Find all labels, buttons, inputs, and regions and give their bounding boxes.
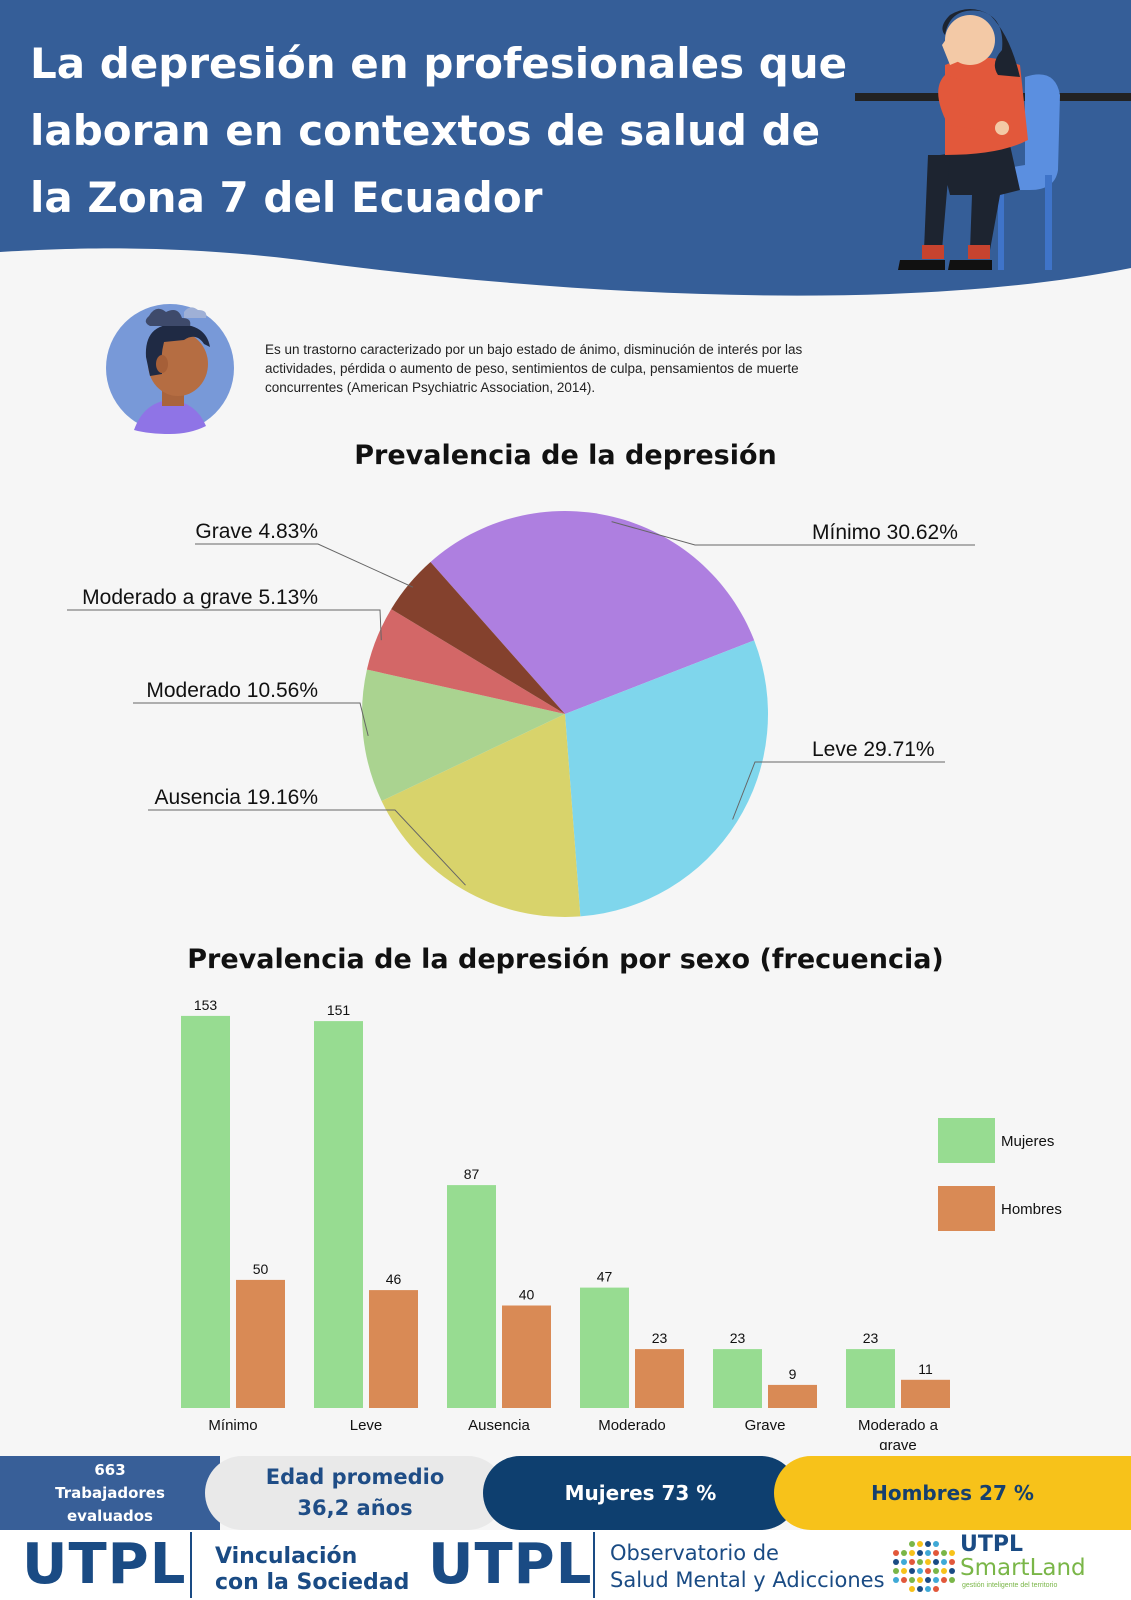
bar-mujeres (447, 1185, 496, 1408)
pie-leader-line (732, 761, 945, 820)
bar-value-label: 153 (194, 997, 218, 1013)
bar-hombres (236, 1279, 285, 1408)
pie-slice-leve (565, 640, 768, 917)
smartland-dots-icon (893, 1541, 955, 1592)
legend-swatch-hombres (938, 1186, 995, 1231)
bar-value-label: 87 (464, 1166, 480, 1182)
bar-value-label: 40 (519, 1287, 535, 1303)
observatorio-line1: Observatorio de (610, 1541, 779, 1565)
depressed-woman-illustration (855, 9, 1131, 270)
bar-chart-title: Prevalencia de la depresión por sexo (fr… (187, 944, 944, 975)
stressed-man-avatar (106, 304, 234, 434)
pie-label: Moderado 10.56% (146, 679, 318, 702)
bar-hombres (635, 1349, 684, 1408)
observatorio-line2: Salud Mental y Adicciones (610, 1568, 885, 1592)
pie-leader-line (67, 609, 382, 641)
bar-mujeres (713, 1349, 762, 1408)
bar-value-label: 23 (652, 1330, 668, 1346)
bar-value-label: 23 (730, 1330, 746, 1346)
category-label: Mínimo (208, 1417, 257, 1434)
header-banner (0, 0, 1131, 296)
pie-chart-title: Prevalencia de la depresión (354, 440, 777, 471)
bar-hombres (901, 1379, 950, 1408)
smartland-utpl: UTPL (960, 1532, 1024, 1557)
bar-value-label: 50 (253, 1261, 269, 1277)
page-title: La depresión en profesionales que labora… (30, 39, 848, 222)
workers-label-line1: Trabajadores (55, 1483, 165, 1502)
bar-mujeres (314, 1021, 363, 1408)
depression-definition: Es un trastorno caracterizado por un baj… (265, 342, 803, 395)
workers-label-line2: evaluados (67, 1506, 153, 1525)
category-label: Ausencia (468, 1417, 530, 1434)
pie-label: Leve 29.71% (812, 738, 935, 761)
average-age-value: 36,2 años (297, 1496, 413, 1520)
pie-leader-line (195, 543, 414, 588)
bar-value-label: 46 (386, 1271, 402, 1287)
category-label: grave (879, 1437, 917, 1450)
pie-slice-moderado-a-grave (366, 609, 565, 714)
bar-mujeres (580, 1287, 629, 1408)
average-age-stat: Edad promedio 36,2 años (205, 1456, 505, 1530)
pie-leader-line (133, 702, 369, 737)
pie-slice-minimo (430, 511, 755, 714)
pie-label: Moderado a grave 5.13% (82, 586, 318, 609)
pie-slice-grave (391, 561, 565, 714)
bar-mujeres (181, 1015, 230, 1408)
smartland-tagline: gestión inteligente del territorio (962, 1582, 1058, 1589)
legend-label: Hombres (1001, 1201, 1062, 1218)
logo-separator (190, 1532, 192, 1598)
pie-leader-line (148, 809, 466, 886)
category-label: Moderado (598, 1417, 666, 1434)
pie-chart: Mínimo 30.62% Leve 29.71% Ausencia 19.16% M… (67, 511, 975, 918)
pie-slice-moderado (362, 669, 565, 801)
vinculacion-line1: Vinculación (215, 1544, 358, 1569)
pie-label: Ausencia 19.16% (155, 786, 318, 809)
legend-swatch-mujeres (938, 1118, 995, 1163)
bar-value-label: 151 (327, 1002, 351, 1018)
women-percentage-stat: Mujeres 73 % (483, 1456, 798, 1530)
bar-hombres (369, 1290, 418, 1408)
pie-label: Mínimo 30.62% (812, 521, 958, 544)
legend-label: Mujeres (1001, 1133, 1054, 1150)
pie-slice-ausencia (381, 714, 581, 918)
pie-leader-line (611, 521, 975, 546)
workers-evaluated-stat: 663 Trabajadores evaluados (0, 1456, 220, 1530)
bar-chart: 153 50 Mínimo 151 46 Leve 87 40 Ausencia 47 23 Mode… (181, 997, 1062, 1450)
pie-label: Grave 4.83% (195, 520, 318, 543)
utpl-logo-2: UTPL (428, 1532, 593, 1597)
bar-value-label: 9 (789, 1366, 797, 1382)
bar-value-label: 47 (597, 1269, 613, 1285)
logos-footer (0, 1530, 1131, 1600)
observatorio-logo-text: Observatorio de Salud Mental y Adiccione… (610, 1540, 885, 1594)
category-label: Grave (745, 1417, 786, 1434)
category-label: Moderado a (858, 1417, 939, 1434)
logo-separator-2 (593, 1532, 595, 1598)
bar-hombres (768, 1384, 817, 1408)
bar-hombres (502, 1305, 551, 1408)
category-label: Leve (350, 1417, 383, 1434)
bar-mujeres (846, 1349, 895, 1408)
bar-value-label: 23 (863, 1330, 879, 1346)
bar-value-label: 11 (918, 1361, 933, 1377)
smartland-name: SmartLand (960, 1555, 1086, 1581)
utpl-logo: UTPL (22, 1532, 187, 1597)
average-age-label: Edad promedio (265, 1465, 445, 1489)
vinculacion-logo-text: Vinculación con la Sociedad (215, 1544, 409, 1596)
vinculacion-line2: con la Sociedad (215, 1570, 410, 1595)
men-percentage-stat: Hombres 27 % (774, 1456, 1131, 1530)
workers-count: 663 (94, 1460, 126, 1479)
